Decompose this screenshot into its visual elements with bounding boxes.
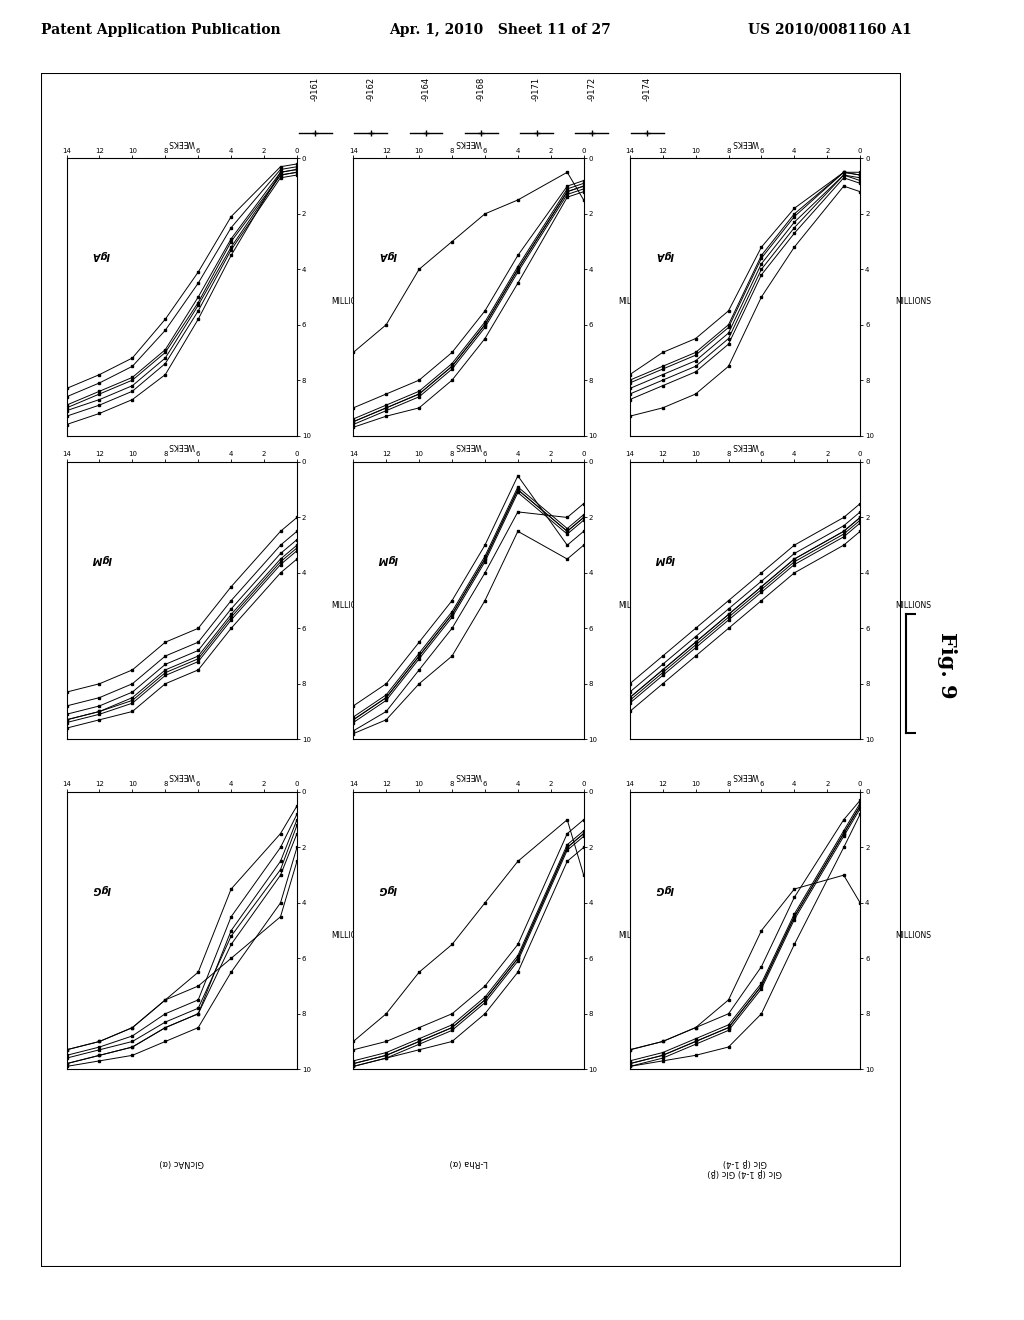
Text: L-Rha (α): L-Rha (α) <box>450 1158 487 1167</box>
Y-axis label: MILLIONS: MILLIONS <box>332 931 368 940</box>
Text: -9168: -9168 <box>477 77 485 102</box>
Text: -9164: -9164 <box>422 77 430 102</box>
Text: Glc (β 1-4) Glc (β)
Glc (β 1-4): Glc (β 1-4) Glc (β) Glc (β 1-4) <box>708 1158 782 1177</box>
Text: L-Rha (α): L-Rha (α) <box>450 524 487 533</box>
X-axis label: WEEKS: WEEKS <box>731 441 759 450</box>
Y-axis label: MILLIONS: MILLIONS <box>895 931 931 940</box>
Text: Glc (β 1-4) Glc (β)
Glc (β 1-4): Glc (β 1-4) Glc (β) Glc (β 1-4) <box>708 828 782 847</box>
Y-axis label: MILLIONS: MILLIONS <box>895 601 931 610</box>
Text: Glc (β 1-4) Glc (β)
Glc (β 1-4): Glc (β 1-4) Glc (β) Glc (β 1-4) <box>708 524 782 544</box>
Y-axis label: MILLIONS: MILLIONS <box>618 931 654 940</box>
Y-axis label: MILLIONS: MILLIONS <box>895 297 931 306</box>
Y-axis label: MILLIONS: MILLIONS <box>618 601 654 610</box>
Text: IgM: IgM <box>91 554 112 564</box>
Y-axis label: MILLIONS: MILLIONS <box>332 601 368 610</box>
Text: -9174: -9174 <box>643 77 651 102</box>
Text: IgG: IgG <box>92 884 111 894</box>
X-axis label: WEEKS: WEEKS <box>455 137 482 147</box>
Text: IgM: IgM <box>654 554 675 564</box>
X-axis label: WEEKS: WEEKS <box>455 441 482 450</box>
Text: L-Rha (α): L-Rha (α) <box>450 828 487 837</box>
Text: IgA: IgA <box>655 251 674 260</box>
Text: IgG: IgG <box>379 884 397 894</box>
X-axis label: WEEKS: WEEKS <box>168 137 196 147</box>
Text: IgG: IgG <box>655 884 674 894</box>
Text: IgA: IgA <box>379 251 397 260</box>
X-axis label: WEEKS: WEEKS <box>168 441 196 450</box>
Y-axis label: MILLIONS: MILLIONS <box>332 297 368 306</box>
X-axis label: WEEKS: WEEKS <box>455 771 482 780</box>
Text: IgM: IgM <box>378 554 398 564</box>
Y-axis label: MILLIONS: MILLIONS <box>618 297 654 306</box>
Text: IgA: IgA <box>92 251 111 260</box>
Text: -9161: -9161 <box>311 77 319 102</box>
X-axis label: WEEKS: WEEKS <box>731 137 759 147</box>
Text: Fig. 9: Fig. 9 <box>937 632 957 698</box>
Text: GlcNAc (α): GlcNAc (α) <box>160 524 204 533</box>
Text: -9162: -9162 <box>367 77 375 102</box>
Text: -9172: -9172 <box>588 77 596 102</box>
Text: US 2010/0081160 A1: US 2010/0081160 A1 <box>748 22 911 37</box>
Text: Apr. 1, 2010   Sheet 11 of 27: Apr. 1, 2010 Sheet 11 of 27 <box>389 22 611 37</box>
Text: -9171: -9171 <box>532 77 541 102</box>
Text: GlcNAc (α): GlcNAc (α) <box>160 1158 204 1167</box>
Text: GlcNAc (α): GlcNAc (α) <box>160 828 204 837</box>
Text: Patent Application Publication: Patent Application Publication <box>41 22 281 37</box>
X-axis label: WEEKS: WEEKS <box>168 771 196 780</box>
X-axis label: WEEKS: WEEKS <box>731 771 759 780</box>
